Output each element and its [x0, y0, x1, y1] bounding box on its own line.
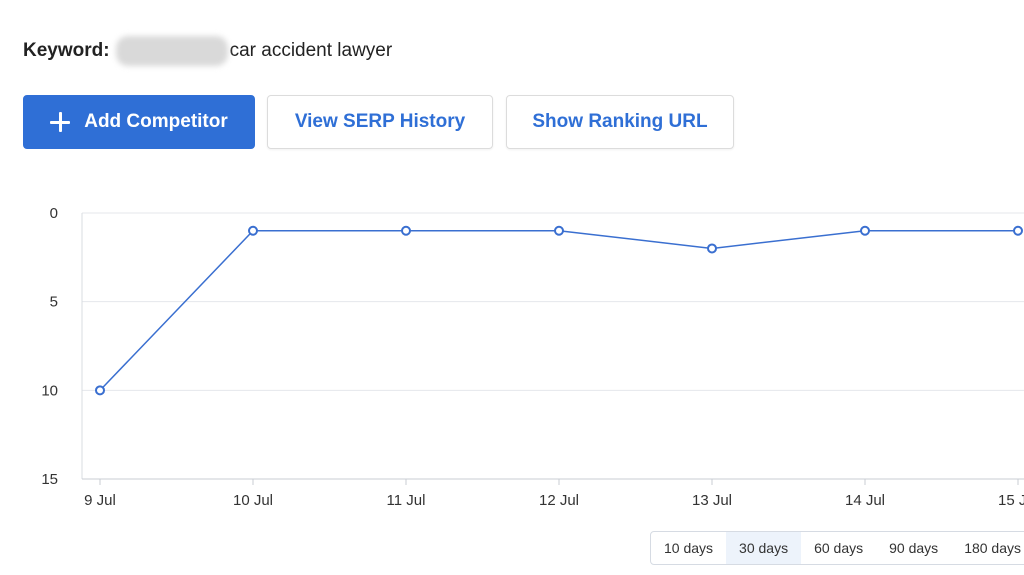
keyword-row: Keyword: car accident lawyer — [23, 36, 392, 66]
data-point[interactable] — [248, 225, 258, 236]
x-tick-label: 13 Jul — [692, 492, 732, 509]
add-competitor-label: Add Competitor — [84, 111, 228, 132]
chart-grid — [81, 212, 1024, 480]
range-option-90-days[interactable]: 90 days — [889, 540, 939, 556]
y-tick-label: 5 — [50, 294, 58, 311]
redacted-text — [115, 36, 228, 66]
x-tick-label: 11 Jul — [387, 492, 426, 509]
ranking-chart: 0 5 10 15 9 Jul 10 Jul 11 Jul 12 Jul 13 Jul 14 J… — [41, 205, 1024, 509]
range-option-10-days[interactable]: 10 days — [664, 540, 714, 556]
x-tick-label: 12 Jul — [539, 492, 579, 509]
keyword-text: car accident lawyer — [229, 40, 393, 61]
show-ranking-url-label: Show Ranking URL — [532, 111, 708, 132]
range-option-180-days[interactable]: 180 days — [964, 540, 1022, 556]
x-tick-label: 10 Jul — [233, 492, 273, 509]
data-point[interactable] — [401, 225, 411, 236]
view-serp-history-label: View SERP History — [294, 111, 466, 132]
add-competitor-button[interactable]: Add Competitor — [23, 95, 255, 149]
y-tick-label: 0 — [50, 205, 58, 222]
y-axis: 0 5 10 15 — [41, 205, 58, 488]
view-serp-history-button[interactable]: View SERP History — [267, 95, 493, 149]
x-tick-label: 15 Jul — [998, 492, 1024, 509]
keyword-label: Keyword: — [23, 40, 110, 61]
date-range-selector: 10 days 30 days 60 days 90 days 180 days — [650, 531, 1024, 565]
y-tick-label: 15 — [41, 471, 58, 488]
data-point[interactable] — [95, 385, 105, 396]
data-point[interactable] — [1013, 225, 1023, 236]
data-point[interactable] — [554, 225, 564, 236]
range-option-60-days[interactable]: 60 days — [814, 540, 864, 556]
y-tick-label: 10 — [41, 382, 58, 399]
series — [95, 225, 1023, 396]
show-ranking-url-button[interactable]: Show Ranking URL — [506, 95, 734, 149]
range-option-30-days[interactable]: 30 days — [726, 532, 802, 564]
series-line — [99, 229, 1018, 391]
data-point[interactable] — [707, 243, 717, 254]
plus-icon — [50, 112, 71, 132]
data-point[interactable] — [860, 225, 870, 236]
x-tick-label: 9 Jul — [84, 492, 116, 509]
x-tick-label: 14 Jul — [845, 492, 885, 509]
x-axis: 9 Jul 10 Jul 11 Jul 12 Jul 13 Jul 14 Jul 15 Ju… — [84, 479, 1024, 509]
